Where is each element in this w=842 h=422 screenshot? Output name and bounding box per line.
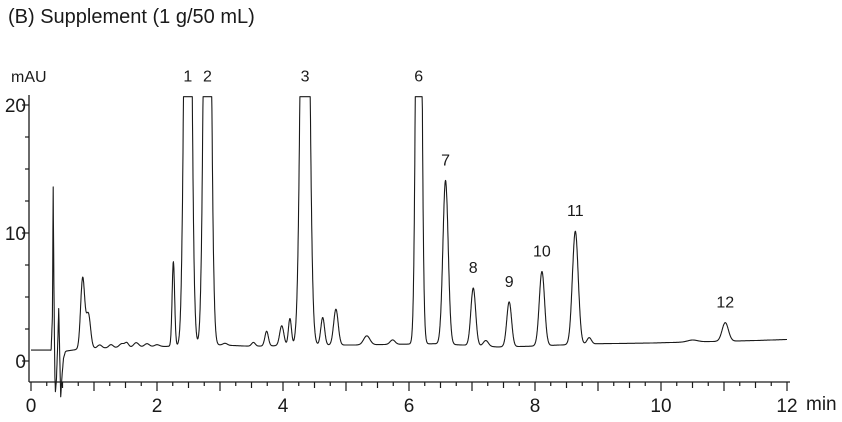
y-tick-label: 20 [5, 96, 26, 117]
chart-title: (B) Supplement (1 g/50 mL) [8, 6, 255, 28]
peak-label: 10 [533, 244, 551, 261]
peak-label: 3 [301, 69, 310, 86]
peak-label: 9 [505, 274, 514, 291]
x-tick-label: 2 [152, 396, 163, 417]
peak-label: 1 [183, 69, 192, 86]
peak-label: 11 [567, 203, 584, 220]
y-axis-unit-label: mAU [11, 69, 47, 86]
peak-label: 12 [716, 295, 734, 312]
chromatogram-trace [30, 96, 788, 398]
x-tick-label: 12 [776, 396, 797, 417]
peak-label: 2 [203, 69, 212, 86]
x-tick-label: 8 [530, 396, 541, 417]
x-tick-label: 6 [404, 396, 415, 417]
peak-label: 7 [441, 152, 450, 169]
x-tick-label: 10 [650, 396, 671, 417]
y-tick-label: 10 [5, 224, 26, 245]
x-tick-label: 4 [278, 396, 289, 417]
x-tick-label: 0 [26, 396, 37, 417]
peak-label: 8 [469, 260, 478, 277]
x-axis-unit-label: min [806, 394, 837, 415]
peak-label: 6 [414, 69, 423, 86]
y-tick-label: 0 [15, 352, 26, 373]
